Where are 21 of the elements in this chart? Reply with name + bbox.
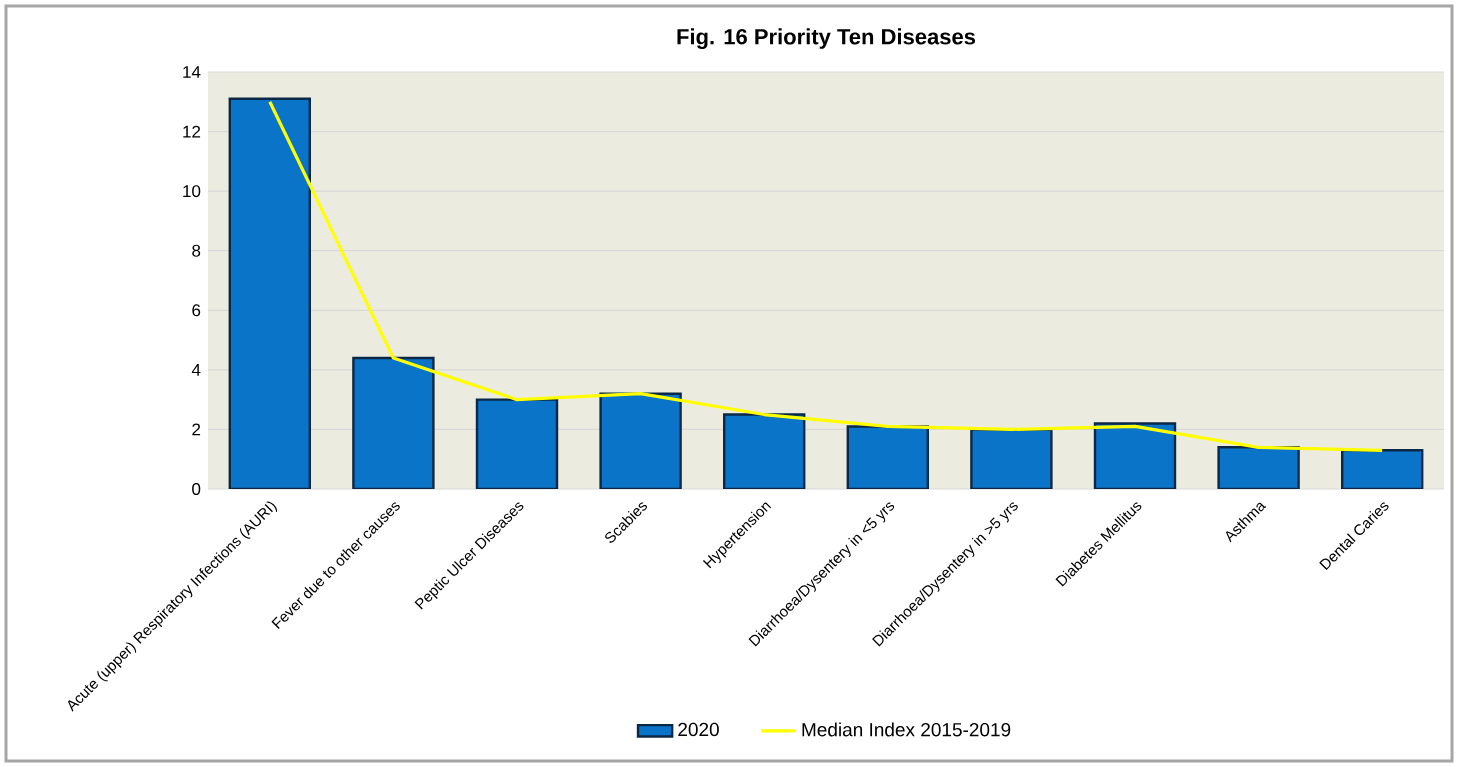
legend-label: Median Index 2015-2019 — [802, 722, 1011, 737]
y-tick-label: 12 — [183, 125, 201, 138]
y-tick-label: 10 — [183, 185, 201, 198]
bar — [1341, 449, 1424, 489]
bar — [723, 413, 806, 489]
y-tick-label: 8 — [192, 244, 201, 257]
bar — [599, 392, 682, 489]
legend-label: 2020 — [678, 722, 719, 737]
bar — [352, 356, 435, 489]
bar — [846, 425, 930, 489]
y-tick-label: 2 — [192, 423, 201, 436]
line-series — [268, 100, 1384, 452]
y-tick-label: 14 — [183, 66, 201, 78]
y-tick-label: 0 — [192, 483, 201, 496]
bar — [475, 398, 559, 489]
y-tick-label: 6 — [192, 304, 201, 317]
chart-title: Fig. 16 Priority Ten Diseases — [677, 28, 976, 49]
bar — [229, 98, 310, 489]
y-tick-label: 4 — [191, 364, 201, 376]
bar — [1217, 446, 1300, 489]
bar — [970, 428, 1053, 489]
